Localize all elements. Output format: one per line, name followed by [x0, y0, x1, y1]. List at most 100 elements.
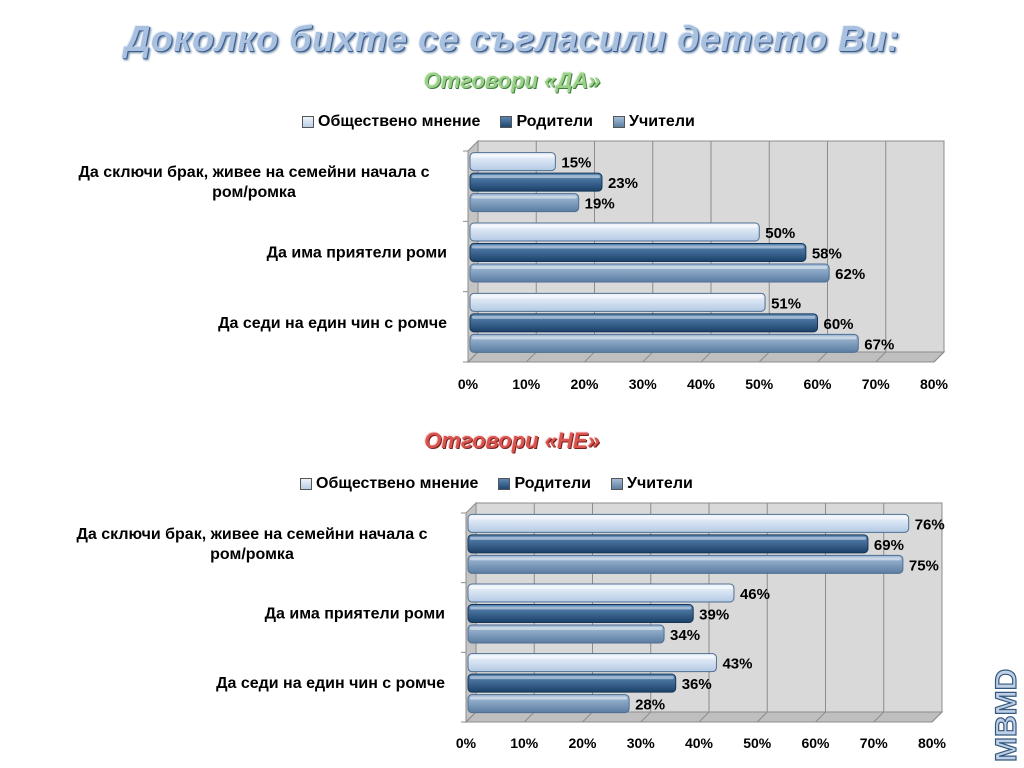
gridline-floor [582, 711, 593, 723]
legend-yes: Обществено мнение Родители Учители [302, 113, 695, 131]
bar-public [469, 292, 766, 312]
bar-parents [469, 172, 603, 192]
bar-highlight [470, 627, 663, 630]
bar-highlight [470, 516, 907, 520]
x-tick-label: 20% [570, 376, 599, 392]
gridline-floor [758, 351, 770, 363]
category-label: Да има приятели роми [265, 606, 445, 623]
bar-highlight [472, 266, 828, 269]
data-label: 36% [682, 676, 712, 693]
x-tick-label: 20% [568, 735, 597, 751]
bar-highlight [472, 175, 600, 179]
x-tick-label: 0% [458, 376, 479, 392]
category-label: Да седи на един чин с ромче [218, 315, 447, 332]
data-label: 69% [874, 537, 904, 554]
legend-swatch-public [302, 116, 314, 128]
legend-no: Обществено мнение Родители Учители [300, 475, 693, 493]
gridline-floor [700, 351, 712, 363]
x-tick-label: 60% [803, 376, 832, 392]
bar-public [469, 222, 760, 242]
bar-highlight [470, 586, 732, 589]
bar-teachers [469, 193, 580, 213]
x-tick-label: 50% [745, 376, 774, 392]
bar-parents [469, 313, 818, 333]
watermark-text: MBMD [994, 669, 1022, 762]
gridline-floor [698, 711, 710, 723]
bar-highlight [472, 295, 764, 299]
x-tick-label: 30% [629, 376, 658, 392]
gridline-floor [523, 711, 535, 723]
legend-swatch-parents [498, 478, 511, 490]
data-label: 15% [561, 155, 591, 172]
bar-highlight [470, 536, 866, 540]
gridline-floor [584, 351, 595, 363]
bar-parents [467, 604, 694, 623]
data-label: 23% [608, 175, 638, 192]
data-label: 60% [824, 316, 854, 333]
data-label: 67% [864, 336, 894, 353]
gridline-floor [875, 351, 887, 363]
gridline-floor [933, 351, 945, 363]
legend-swatch-public [300, 478, 312, 490]
bar-teachers [469, 263, 830, 283]
bar-highlight [472, 225, 758, 228]
category-label: Да сключи брак, живее на семейни начала … [79, 164, 430, 201]
gridline-floor [817, 351, 828, 363]
gridline-floor [931, 711, 943, 723]
gridline-floor [756, 711, 768, 723]
bar-highlight [470, 606, 692, 610]
bar-highlight [470, 655, 715, 659]
category-label: Да сключи брак, живее на семейни начала … [77, 526, 428, 563]
bar-highlight [472, 154, 554, 158]
bar-public [467, 583, 735, 603]
legend-item-teachers: Учители [611, 475, 693, 493]
data-label: 39% [699, 607, 729, 624]
legend-item-parents: Родители [500, 113, 593, 131]
data-label: 75% [909, 557, 939, 574]
legend-swatch-teachers [611, 478, 624, 490]
gridline-floor [873, 711, 885, 723]
legend-item-parents: Родители [498, 475, 591, 493]
bar-highlight [472, 195, 577, 199]
gridline-floor [642, 351, 654, 363]
x-tick-label: 30% [627, 735, 656, 751]
bar-parents [467, 534, 869, 554]
bar-public [467, 653, 717, 673]
bar-highlight [472, 245, 804, 249]
x-tick-label: 10% [510, 735, 539, 751]
gridline-floor [465, 711, 477, 723]
data-label: 46% [740, 586, 770, 603]
bar-highlight [470, 676, 674, 680]
data-label: 28% [635, 697, 665, 714]
data-label: 34% [670, 627, 700, 644]
category-label: Да има приятели роми [267, 245, 447, 262]
data-label: 62% [835, 266, 865, 283]
x-tick-label: 60% [801, 735, 830, 751]
bar-highlight [472, 336, 857, 340]
legend-swatch-parents [500, 116, 513, 128]
data-label: 76% [915, 516, 945, 533]
x-tick-label: 10% [512, 376, 541, 392]
main-title: Доколко бихте се съгласили детето Ви: [124, 18, 900, 59]
bar-highlight [470, 557, 901, 561]
data-label: 58% [812, 246, 842, 263]
data-label: 43% [722, 656, 752, 673]
bar-parents [469, 243, 807, 262]
data-label: 19% [585, 196, 615, 213]
gridline-floor [525, 351, 537, 363]
gridline-floor [467, 351, 479, 363]
x-tick-label: 40% [685, 735, 714, 751]
watermark-logo: MBMD [994, 668, 1022, 763]
legend-item-public: Обществено мнение [300, 475, 478, 493]
x-tick-label: 70% [860, 735, 889, 751]
x-tick-label: 80% [918, 735, 947, 751]
bar-highlight [470, 696, 628, 700]
bar-teachers [469, 333, 859, 353]
x-tick-label: 80% [920, 376, 949, 392]
bar-public [469, 152, 556, 172]
bar-teachers [467, 554, 904, 574]
x-tick-label: 70% [862, 376, 891, 392]
x-tick-label: 40% [687, 376, 716, 392]
bar-teachers [467, 624, 665, 644]
